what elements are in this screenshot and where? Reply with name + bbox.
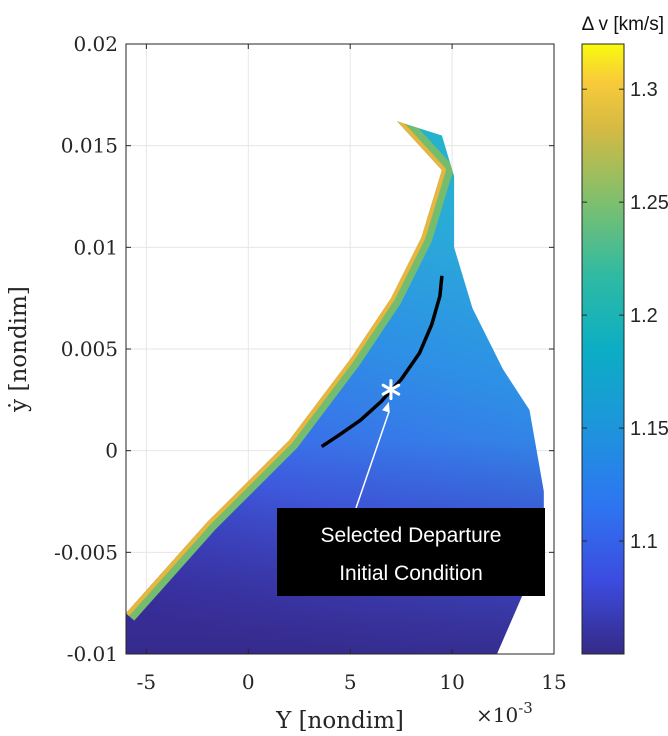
- y-axis-ticks: -0.01 -0.005 0 0.005 0.01 0.015 0.02: [54, 32, 554, 666]
- y-tick-label: -0.005: [54, 540, 118, 564]
- y-tick-label: 0: [105, 439, 118, 463]
- y-tick-label: -0.01: [67, 642, 118, 666]
- colorbar-tick-label: 1.1: [630, 531, 658, 553]
- x-axis-ticks: -5 0 5 10 15: [137, 44, 567, 694]
- annotation-line2: Initial Condition: [339, 562, 483, 585]
- x-tick-label: 15: [541, 670, 566, 694]
- x-tick-label: -5: [137, 670, 156, 694]
- colorbar-ticks: 1.1 1.15 1.2 1.25 1.3: [582, 79, 668, 553]
- colorbar-title: Δ v [km/s]: [582, 14, 664, 35]
- annotation-arrow: [355, 411, 390, 509]
- colorbar: 1.1 1.15 1.2 1.25 1.3 Δ v [km/s]: [581, 14, 668, 655]
- y-axis-label: ẏ [nondim]: [6, 286, 32, 413]
- grid-lines: [126, 43, 555, 655]
- colorbar-tick-label: 1.25: [630, 192, 668, 214]
- y-tick-label: 0.015: [61, 134, 118, 158]
- x-tick-label: 5: [344, 670, 357, 694]
- x-tick-label: 0: [242, 670, 255, 694]
- annotation-box: [277, 508, 545, 596]
- colorbar-gradient: [581, 43, 625, 655]
- x-exponent-label: ×10-3: [476, 699, 533, 727]
- selected-point-marker: [381, 379, 401, 401]
- colorbar-tick-label: 1.15: [630, 418, 668, 440]
- y-tick-label: 0.02: [73, 32, 118, 56]
- y-tick-label: 0.005: [61, 337, 118, 361]
- annotation-line1: Selected Departure: [321, 524, 502, 547]
- annotation: Selected Departure Initial Condition: [277, 401, 545, 596]
- colorbar-tick-label: 1.3: [630, 79, 658, 101]
- colorbar-tick-label: 1.2: [630, 305, 658, 327]
- asterisk-stroke: [381, 383, 401, 396]
- x-tick-label: 10: [439, 670, 464, 694]
- region-edge-orange: [126, 121, 446, 616]
- annotation-arrowhead: [382, 401, 390, 413]
- y-tick-label: 0.01: [73, 235, 118, 259]
- x-axis-label: Y [nondim]: [275, 708, 404, 734]
- family-curve: [320, 275, 444, 449]
